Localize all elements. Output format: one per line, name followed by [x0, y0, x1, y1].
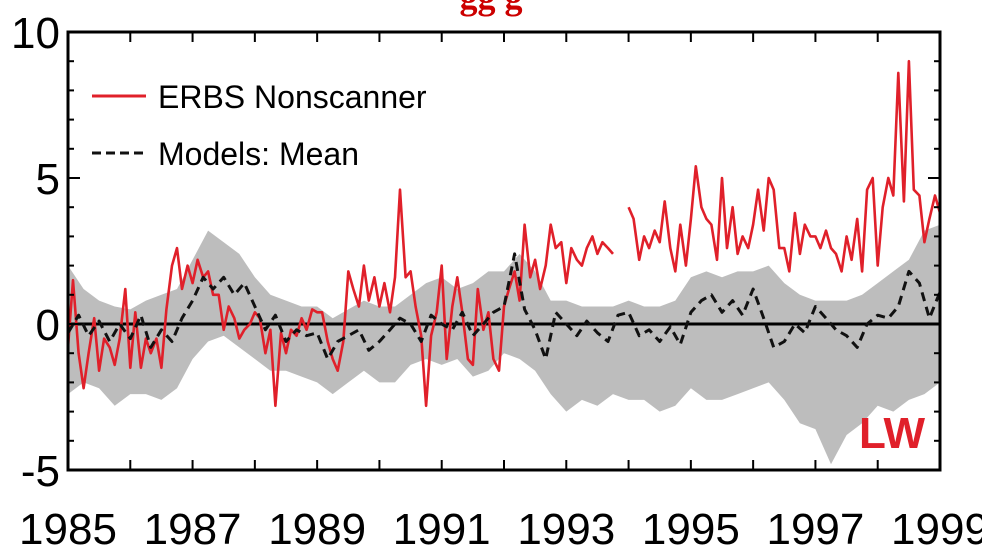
series-layer [66, 59, 942, 408]
x-tick-label: 1991 [393, 505, 491, 551]
series-line-erbs-nonscanner-2 [627, 59, 942, 273]
legend: ERBS Nonscanner Models: Mean [92, 79, 427, 172]
y-tick-label: -5 [21, 447, 60, 496]
x-tick-label: 1997 [766, 505, 864, 551]
legend-label: ERBS Nonscanner [158, 79, 427, 115]
model-range-band [68, 224, 940, 465]
y-tick-label: 10 [11, 9, 60, 58]
x-axis-tick-labels: 1985 1987 1989 1991 1993 1995 1997 1999 [19, 505, 982, 551]
panel-label-lw: LW [859, 409, 925, 458]
y-tick-label: 0 [36, 301, 60, 350]
series-line-models-mean [66, 252, 942, 361]
legend-label: Models: Mean [158, 136, 359, 172]
x-tick-label: 1993 [517, 505, 615, 551]
y-tick-label: 5 [36, 155, 60, 204]
axis-ticks [67, 31, 941, 471]
x-tick-label: 1999 [891, 505, 982, 551]
model-range-band-layer [68, 224, 940, 465]
x-tick-label: 1995 [642, 505, 740, 551]
x-tick-label: 1989 [268, 505, 366, 551]
x-tick-label: 1987 [144, 505, 242, 551]
x-tick-label: 1985 [19, 505, 117, 551]
series-line-erbs-nonscanner-1 [66, 188, 614, 408]
cropped-title-text: gg g [0, 0, 982, 17]
y-axis-tick-labels: -5 0 5 10 [11, 9, 60, 496]
